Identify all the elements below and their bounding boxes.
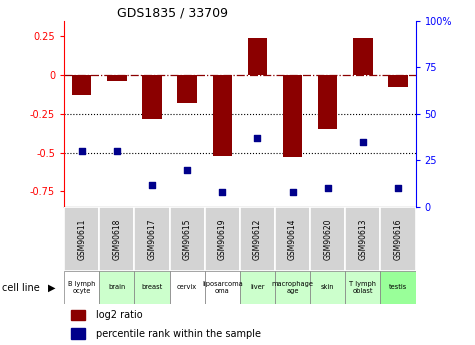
Text: GSM90617: GSM90617 <box>148 218 156 260</box>
Text: GSM90618: GSM90618 <box>113 218 121 259</box>
Text: GSM90613: GSM90613 <box>359 218 367 260</box>
Bar <box>71 310 85 320</box>
Bar <box>64 207 99 271</box>
Bar <box>248 38 267 75</box>
Bar <box>240 207 275 271</box>
Text: liver: liver <box>250 284 265 290</box>
Bar <box>380 271 416 304</box>
Bar <box>72 75 91 95</box>
Bar <box>134 207 170 271</box>
Bar <box>134 271 170 304</box>
Text: liposarcoma
oma: liposarcoma oma <box>202 281 243 294</box>
Text: GSM90616: GSM90616 <box>394 218 402 260</box>
Text: log2 ratio: log2 ratio <box>96 310 142 320</box>
Point <box>359 139 367 145</box>
Text: GSM90620: GSM90620 <box>323 218 332 260</box>
Bar <box>310 207 345 271</box>
Text: skin: skin <box>321 284 334 290</box>
Text: cervix: cervix <box>177 284 197 290</box>
Bar <box>380 207 416 271</box>
Text: ▶: ▶ <box>48 283 55 293</box>
Point <box>183 167 191 172</box>
Bar <box>310 271 345 304</box>
Bar <box>170 207 205 271</box>
Bar <box>213 75 232 156</box>
Bar <box>99 207 134 271</box>
Text: GDS1835 / 33709: GDS1835 / 33709 <box>117 7 228 20</box>
Point <box>254 135 261 141</box>
Point <box>78 148 86 154</box>
Bar <box>205 271 240 304</box>
Bar <box>71 328 85 339</box>
Bar <box>275 207 310 271</box>
Text: B lymph
ocyte: B lymph ocyte <box>68 281 95 294</box>
Point <box>218 189 226 195</box>
Point <box>394 186 402 191</box>
Text: breast: breast <box>142 284 162 290</box>
Bar <box>345 207 380 271</box>
Bar <box>142 75 162 119</box>
Text: GSM90619: GSM90619 <box>218 218 227 260</box>
Text: macrophage
age: macrophage age <box>272 281 314 294</box>
Text: GSM90612: GSM90612 <box>253 218 262 259</box>
Bar <box>178 75 197 103</box>
Bar <box>99 271 134 304</box>
Bar <box>275 271 310 304</box>
Point <box>148 182 156 187</box>
Text: GSM90614: GSM90614 <box>288 218 297 260</box>
Bar <box>345 271 380 304</box>
Bar <box>205 207 240 271</box>
Bar <box>283 75 302 157</box>
Text: testis: testis <box>389 284 407 290</box>
Bar <box>240 271 275 304</box>
Text: GSM90611: GSM90611 <box>77 218 86 259</box>
Point <box>113 148 121 154</box>
Bar <box>318 75 337 129</box>
Bar <box>170 271 205 304</box>
Bar <box>64 271 99 304</box>
Bar <box>353 38 372 75</box>
Point <box>324 186 332 191</box>
Text: T lymph
oblast: T lymph oblast <box>350 281 376 294</box>
Bar <box>389 75 408 88</box>
Text: percentile rank within the sample: percentile rank within the sample <box>96 329 261 339</box>
Text: cell line: cell line <box>2 283 40 293</box>
Text: brain: brain <box>108 284 125 290</box>
Bar <box>107 75 126 81</box>
Point <box>289 189 296 195</box>
Text: GSM90615: GSM90615 <box>183 218 191 260</box>
